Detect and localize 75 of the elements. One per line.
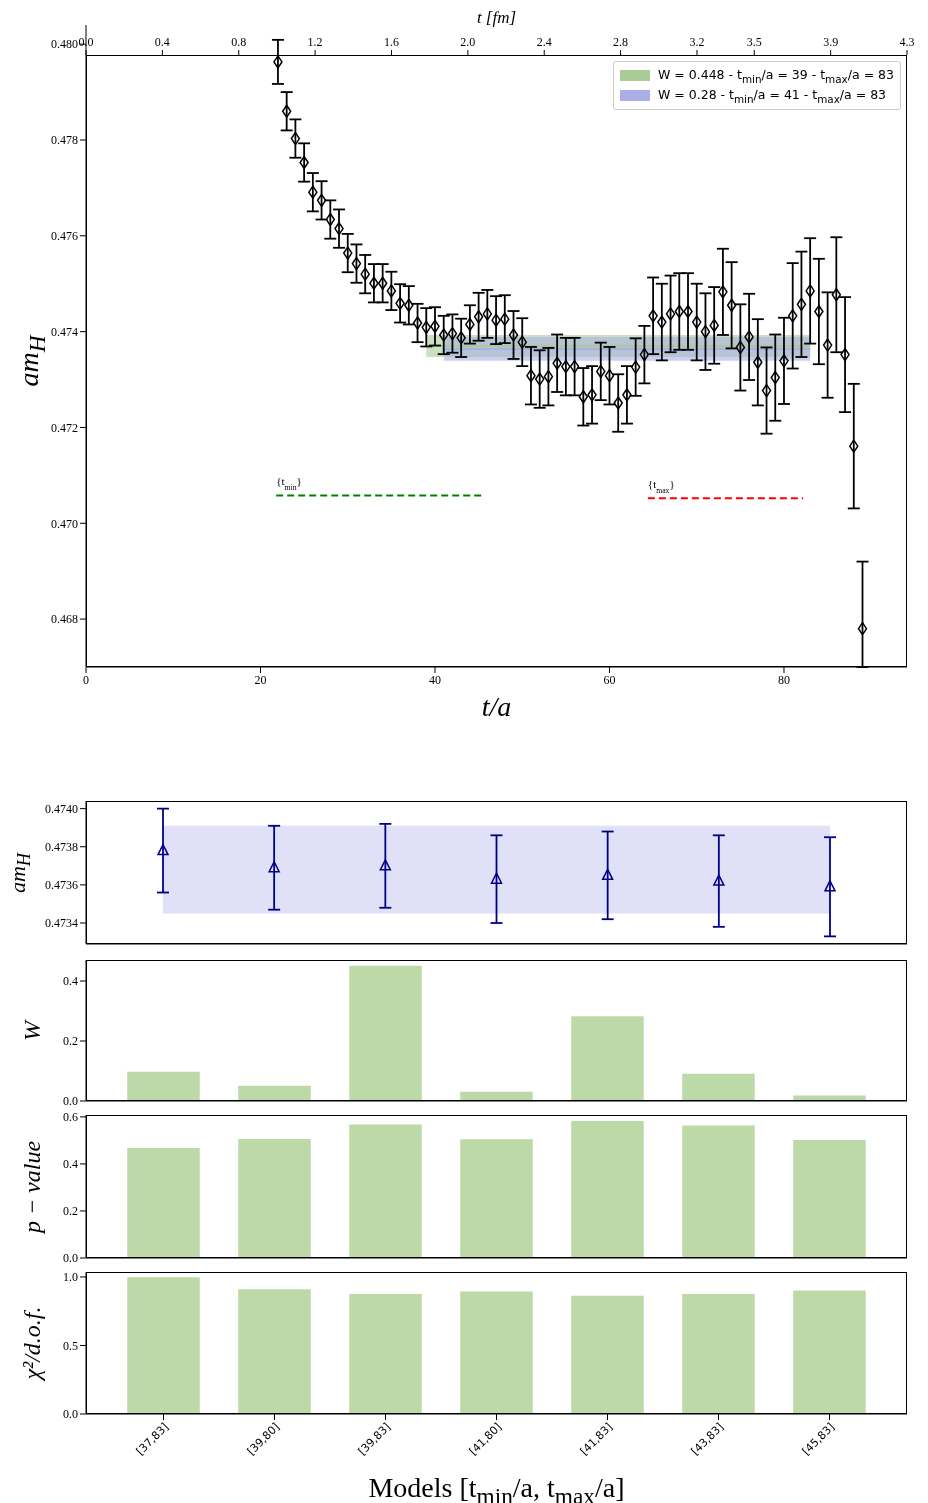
point bbox=[601, 868, 614, 881]
x2-tick-label: 2.8 bbox=[613, 35, 629, 49]
bar bbox=[127, 1071, 200, 1101]
x2-tick-label: 2.4 bbox=[536, 35, 552, 49]
y-tick-label: 0.4736 bbox=[45, 878, 78, 893]
bar bbox=[571, 1016, 644, 1101]
x2-tick-label: 3.9 bbox=[823, 35, 839, 49]
y-tick-label: 0.4740 bbox=[45, 801, 78, 816]
bar bbox=[460, 1291, 533, 1414]
y-tick-label: 0.472 bbox=[51, 420, 78, 435]
legend-label: W = 0.448 - t$_{min}$/a = 39 - t$_{max}$/a = 83 bbox=[657, 67, 894, 85]
y-tick-label: 0.4 bbox=[63, 974, 78, 989]
bar bbox=[682, 1073, 755, 1101]
bar bbox=[682, 1125, 755, 1258]
y-tick-label: 0.480 bbox=[51, 37, 78, 52]
y-tick-label: 0.4 bbox=[63, 1157, 78, 1172]
point bbox=[490, 872, 503, 884]
y-tick-label: 0.470 bbox=[51, 516, 78, 531]
bar bbox=[238, 1085, 311, 1101]
bar bbox=[793, 1139, 866, 1258]
bar bbox=[349, 965, 422, 1101]
y-tick-label: 0.0 bbox=[63, 1094, 78, 1109]
bar bbox=[682, 1294, 755, 1414]
bar bbox=[460, 1139, 533, 1258]
x2-tick-label: 0.0 bbox=[78, 35, 94, 49]
x-axis-title: Models [t$_{min}$/a, t$_{max}$/a] bbox=[368, 1472, 625, 1503]
bar bbox=[127, 1148, 200, 1258]
x-tick-label: 60 bbox=[603, 672, 616, 687]
bar bbox=[571, 1121, 644, 1258]
y-tick-label: 0.6 bbox=[63, 1110, 78, 1125]
x-tick-label: 0 bbox=[83, 672, 89, 687]
series-label: {t$_{min}$} bbox=[276, 475, 302, 492]
y-axis-title: χ²/d.o.f. bbox=[18, 1306, 45, 1380]
y-tick-label: 1.0 bbox=[63, 1270, 78, 1285]
y-tick-label: 0.478 bbox=[51, 133, 78, 148]
bar bbox=[793, 1095, 866, 1101]
y-tick-label: 0.468 bbox=[51, 612, 78, 627]
x2-tick-label: 0.8 bbox=[231, 35, 247, 49]
legend-label: W = 0.28 - t$_{min}$/a = 41 - t$_{max}$/a = 83 bbox=[657, 86, 887, 104]
point bbox=[824, 880, 836, 892]
y-tick-label: 0.0 bbox=[63, 1251, 78, 1266]
point bbox=[268, 860, 280, 873]
y-tick-label: 0.476 bbox=[51, 229, 78, 244]
x2-tick-label: 0.4 bbox=[154, 35, 170, 49]
series-label: {t$_{max}$} bbox=[647, 478, 675, 495]
y-tick-label: 0.0 bbox=[63, 1407, 78, 1422]
bar bbox=[238, 1289, 311, 1414]
x2-tick-label: 3.5 bbox=[746, 35, 762, 49]
bar bbox=[238, 1138, 311, 1258]
bar bbox=[793, 1290, 866, 1414]
x-tick-label: 80 bbox=[777, 672, 790, 687]
x2-tick-label: 3.2 bbox=[689, 35, 705, 49]
x-tick-label: 20 bbox=[254, 672, 267, 687]
x-axis-title: t/a bbox=[481, 691, 512, 722]
x-tick-label: 40 bbox=[428, 672, 441, 687]
y-tick-label: 0.2 bbox=[63, 1034, 78, 1049]
bar bbox=[571, 1295, 644, 1414]
y-tick-label: 0.5 bbox=[63, 1338, 78, 1353]
x2-tick-label: 1.6 bbox=[383, 35, 399, 49]
x2-tick-label: 4.3 bbox=[899, 35, 915, 49]
bar bbox=[349, 1124, 422, 1258]
y-tick-label: 0.474 bbox=[51, 324, 78, 339]
bar bbox=[349, 1294, 422, 1414]
x2-tick-label: 1.2 bbox=[307, 35, 323, 49]
y-tick-label: 0.2 bbox=[63, 1204, 78, 1219]
y-tick-label: 0.4738 bbox=[45, 840, 78, 855]
y-tick-label: 0.4734 bbox=[45, 916, 78, 931]
y-axis-title: W bbox=[18, 1020, 45, 1041]
x2-tick-label: 2.0 bbox=[460, 35, 476, 49]
bar bbox=[127, 1277, 200, 1414]
point bbox=[157, 843, 169, 856]
x2-axis-title: t [fm] bbox=[476, 8, 517, 27]
point bbox=[713, 874, 725, 886]
y-axis-title: p − value bbox=[18, 1140, 45, 1233]
point bbox=[379, 859, 392, 871]
